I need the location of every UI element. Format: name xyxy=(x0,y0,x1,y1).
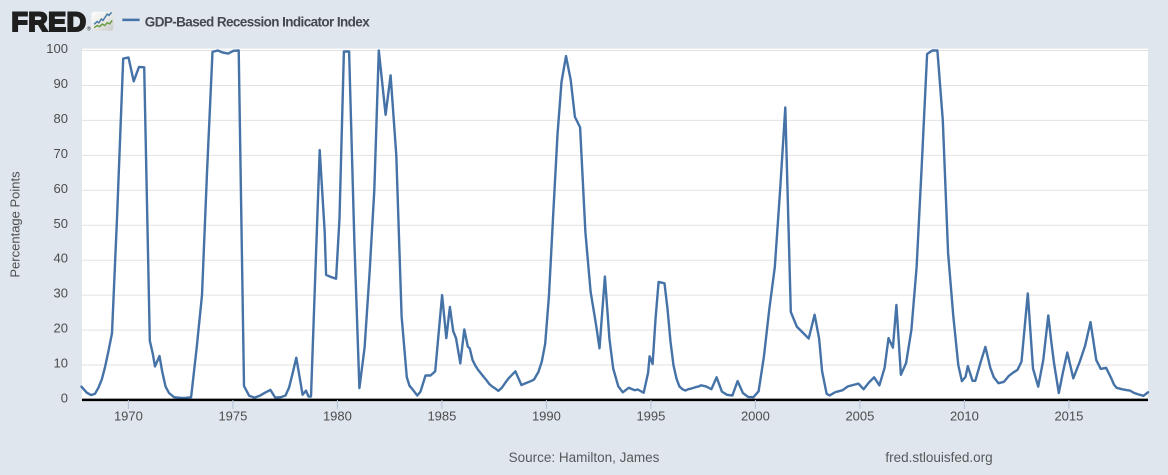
svg-text:30: 30 xyxy=(54,286,68,301)
svg-text:1970: 1970 xyxy=(114,409,143,424)
svg-text:70: 70 xyxy=(54,146,68,161)
svg-text:®: ® xyxy=(87,26,92,33)
svg-text:1990: 1990 xyxy=(532,409,561,424)
svg-text:FRED: FRED xyxy=(11,7,86,37)
svg-text:2000: 2000 xyxy=(741,409,770,424)
svg-text:100: 100 xyxy=(46,41,68,56)
svg-text:2005: 2005 xyxy=(845,409,874,424)
svg-text:1975: 1975 xyxy=(218,409,247,424)
svg-text:GDP-Based Recession Indicator: GDP-Based Recession Indicator Index xyxy=(145,14,370,29)
svg-text:0: 0 xyxy=(61,391,68,406)
svg-text:40: 40 xyxy=(54,251,68,266)
svg-text:20: 20 xyxy=(54,321,68,336)
svg-text:50: 50 xyxy=(54,216,68,231)
svg-text:Source: Hamilton, James: Source: Hamilton, James xyxy=(509,450,660,465)
svg-text:1980: 1980 xyxy=(323,409,352,424)
svg-text:10: 10 xyxy=(54,356,68,371)
svg-text:Percentage Points: Percentage Points xyxy=(8,171,23,278)
svg-text:2010: 2010 xyxy=(950,409,979,424)
svg-text:1985: 1985 xyxy=(427,409,456,424)
svg-text:90: 90 xyxy=(54,76,68,91)
svg-text:60: 60 xyxy=(54,181,68,196)
svg-text:1995: 1995 xyxy=(636,409,665,424)
svg-text:2015: 2015 xyxy=(1054,409,1083,424)
svg-text:80: 80 xyxy=(54,111,68,126)
svg-text:fred.stlouisfed.org: fred.stlouisfed.org xyxy=(885,450,992,465)
